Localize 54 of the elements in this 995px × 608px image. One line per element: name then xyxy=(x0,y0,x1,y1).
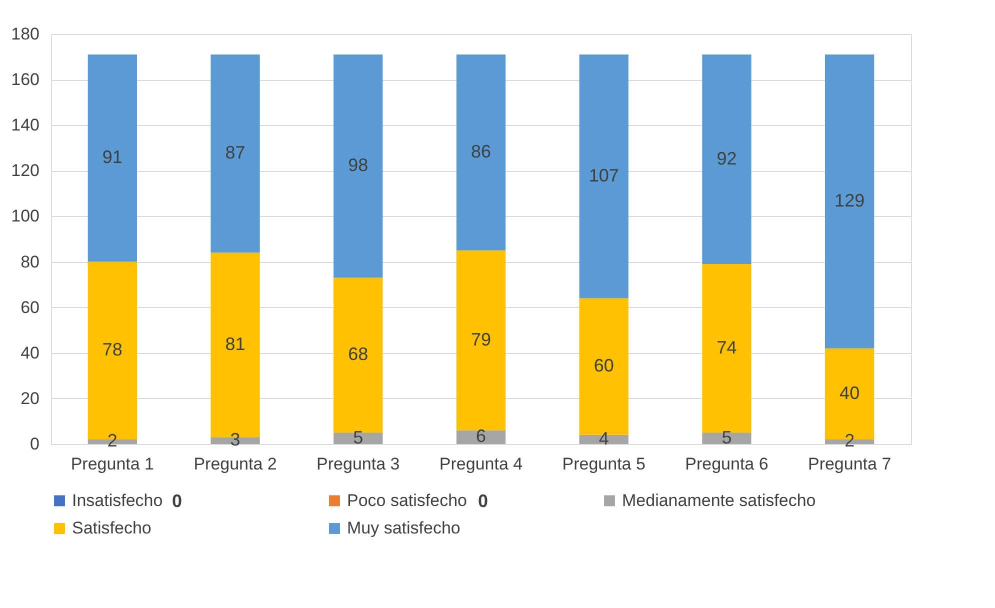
bar xyxy=(210,54,260,253)
legend-label: Poco satisfecho xyxy=(347,490,468,510)
bar xyxy=(825,54,874,348)
data-label: 92 xyxy=(716,148,737,168)
y-tick-label: 120 xyxy=(11,161,40,180)
y-tick-label: 140 xyxy=(11,116,40,135)
x-tick-label: Pregunta 2 xyxy=(194,454,277,474)
data-label: 60 xyxy=(594,356,614,376)
x-tick-label: Pregunta 7 xyxy=(808,454,892,474)
legend-label: Medianamente satisfecho xyxy=(622,490,816,510)
data-label: 79 xyxy=(470,329,492,350)
data-label: 74 xyxy=(716,337,737,358)
x-tick-label: Pregunta 3 xyxy=(316,454,400,474)
x-tick-label: Pregunta 5 xyxy=(562,454,646,474)
y-tick-label: 40 xyxy=(20,343,40,362)
data-label: 81 xyxy=(225,334,246,354)
text: 0 xyxy=(478,491,488,511)
data-label: 91 xyxy=(102,147,122,168)
bar xyxy=(334,54,383,278)
bar xyxy=(702,432,752,444)
data-label: 107 xyxy=(588,165,619,186)
bar xyxy=(334,278,383,433)
bar xyxy=(702,264,752,433)
legend-label: Muy satisfecho xyxy=(347,518,460,538)
data-label: 6 xyxy=(476,426,486,446)
x-tick-label: Pregunta 4 xyxy=(439,454,523,474)
data-label: 40 xyxy=(840,382,860,403)
y-tick-label: 0 xyxy=(30,434,40,454)
legend-label: Satisfecho xyxy=(72,518,152,538)
y-tick-label: 60 xyxy=(20,298,40,317)
y-tick-label: 80 xyxy=(20,252,40,272)
data-label: 129 xyxy=(834,190,865,210)
data-label: 78 xyxy=(102,340,122,360)
x-tick-label: Pregunta 1 xyxy=(70,454,154,474)
data-label: 98 xyxy=(348,155,368,176)
y-tick-label: 160 xyxy=(11,70,40,90)
legend-label: Insatisfecho xyxy=(72,490,163,510)
y-tick-label: 180 xyxy=(11,24,40,44)
bar xyxy=(334,432,383,444)
bar xyxy=(456,54,506,250)
bar xyxy=(702,54,752,264)
y-tick-label: 100 xyxy=(11,206,40,226)
data-label: 5 xyxy=(353,427,364,448)
data-label: 68 xyxy=(348,344,368,364)
y-tick-label: 20 xyxy=(20,388,40,408)
x-tick-label: Pregunta 6 xyxy=(685,454,768,474)
data-label: 87 xyxy=(225,142,246,163)
bar xyxy=(579,54,628,298)
text: 0 xyxy=(172,491,182,511)
bar xyxy=(456,250,506,430)
data-label: 5 xyxy=(722,427,732,448)
bar xyxy=(88,54,137,262)
bar xyxy=(456,430,506,444)
data-label: 86 xyxy=(470,141,492,162)
